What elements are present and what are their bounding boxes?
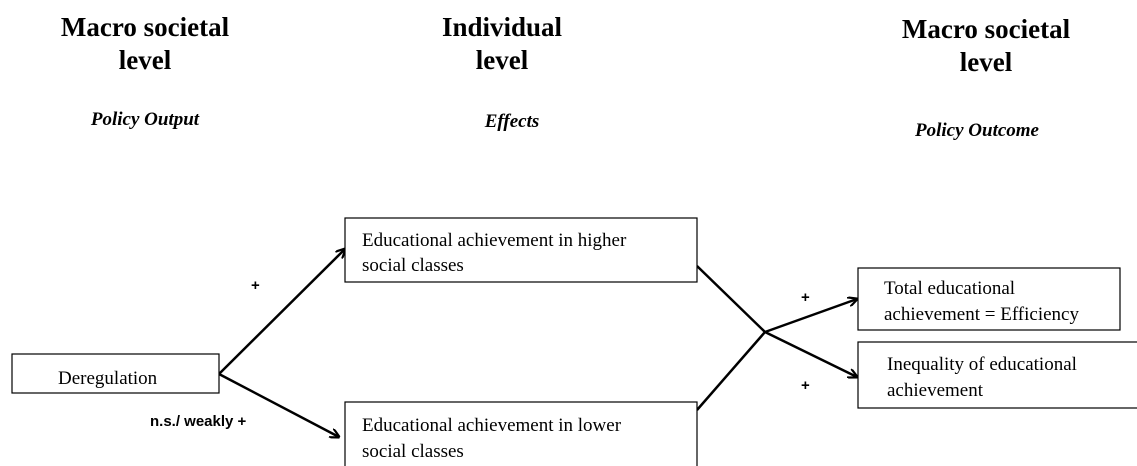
- node-label: Educational achievement in higher: [362, 230, 627, 251]
- node-label: achievement = Efficiency: [884, 304, 1079, 325]
- edge-label: +: [801, 289, 810, 306]
- column-title: Macro societal: [902, 14, 1071, 44]
- edge-label: +: [251, 277, 260, 294]
- node-label: Inequality of educational: [887, 354, 1077, 375]
- node-box: [857, 341, 1137, 409]
- node-box: [344, 401, 698, 466]
- column-title: Individual: [442, 12, 563, 42]
- arrow: [218, 372, 339, 437]
- column-subtitle: Effects: [484, 111, 540, 132]
- node-label: Deregulation: [58, 368, 158, 389]
- node-label: achievement: [887, 380, 984, 401]
- arrow: [764, 299, 857, 334]
- column-title: level: [119, 45, 172, 75]
- column-title: Macro societal: [61, 12, 230, 42]
- node-label: Educational achievement in lower: [362, 415, 622, 436]
- column-title: level: [476, 45, 529, 75]
- edge-label: +: [801, 377, 810, 394]
- edge-label: n.s./ weakly +: [150, 413, 247, 430]
- node-label: Total educational: [884, 278, 1015, 299]
- node-label: social classes: [362, 255, 464, 276]
- arrow: [764, 330, 857, 377]
- node-label: social classes: [362, 441, 464, 462]
- column-subtitle: Policy Output: [90, 109, 200, 130]
- column-title: level: [960, 47, 1013, 77]
- node-box: [11, 353, 220, 394]
- column-subtitle: Policy Outcome: [914, 120, 1040, 141]
- node-box: [857, 267, 1121, 331]
- arrow: [218, 249, 345, 375]
- connector: [696, 265, 767, 411]
- node-box: [344, 217, 698, 283]
